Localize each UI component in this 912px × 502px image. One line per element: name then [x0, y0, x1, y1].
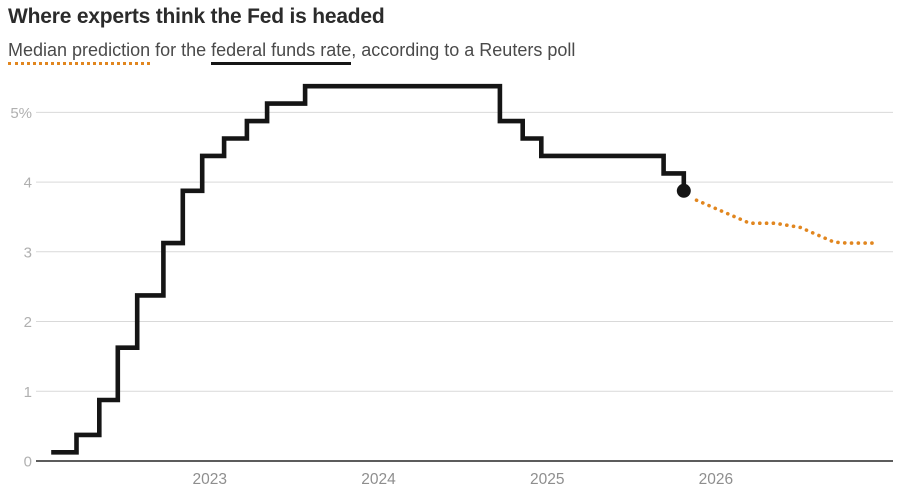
median-prediction-line	[694, 198, 875, 245]
actual-rate-line	[51, 83, 687, 455]
y-tick-label-0: 0	[24, 454, 32, 471]
x-tick-label-2025: 2025	[530, 471, 564, 488]
chart-header: Where experts think the Fed is headed Me…	[8, 4, 904, 65]
y-tick-label-3: 3	[24, 244, 32, 261]
chart-title: Where experts think the Fed is headed	[8, 5, 385, 28]
x-tick-label-2024: 2024	[361, 471, 396, 488]
subtitle-text-tail: , according to a Reuters poll	[351, 40, 576, 60]
current-rate-marker	[676, 183, 691, 198]
legend-key-federal-funds-rate: federal funds rate	[211, 40, 352, 65]
x-tick-label-2026: 2026	[699, 471, 733, 488]
y-tick-label-4: 4	[24, 175, 32, 192]
y-tick-label-1: 1	[24, 384, 32, 401]
x-tick-label-2023: 2023	[193, 471, 227, 488]
legend-key-median-prediction: Median prediction	[8, 40, 151, 65]
subtitle-text-mid: for the	[150, 40, 212, 60]
chart-subtitle: Median prediction for the federal funds …	[8, 39, 904, 65]
y-tick-label-2: 2	[24, 314, 32, 331]
y-tick-label-5: 5%	[10, 105, 32, 122]
